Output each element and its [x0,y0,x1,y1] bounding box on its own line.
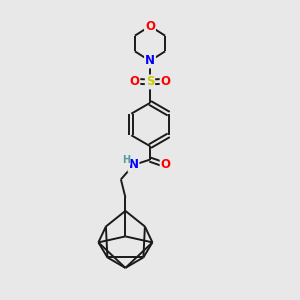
Text: O: O [129,75,140,88]
Text: O: O [160,75,171,88]
Text: H: H [122,154,130,165]
Text: N: N [145,54,155,68]
Text: N: N [128,158,139,172]
Text: O: O [145,20,155,33]
Text: O: O [160,158,171,172]
Text: S: S [146,75,154,88]
